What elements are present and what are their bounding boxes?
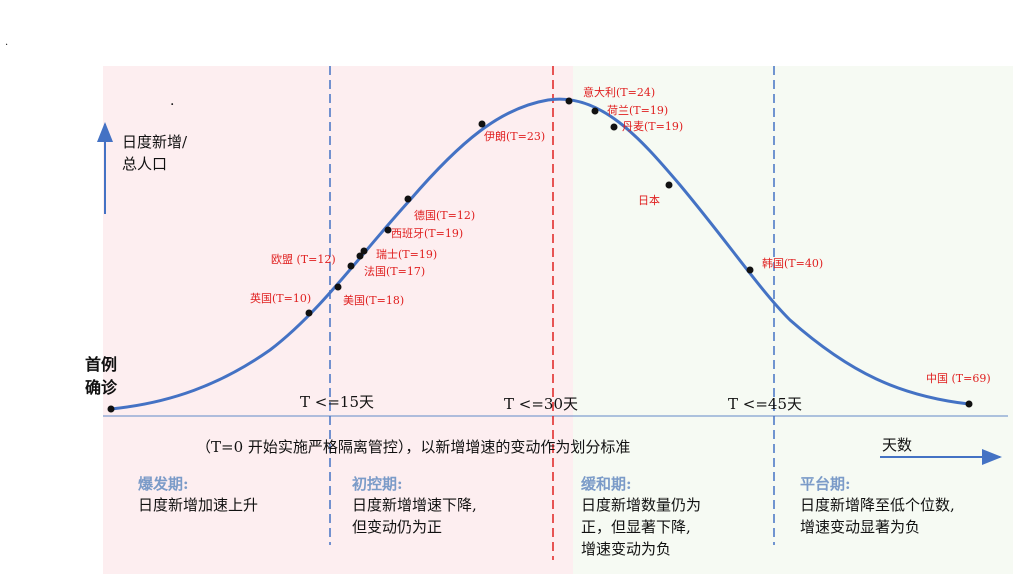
label-denmark: 丹麦(T=19) bbox=[622, 120, 684, 133]
point-iran bbox=[478, 120, 486, 128]
point-japan bbox=[665, 181, 673, 189]
phase-desc-line: 日度新增增速下降, bbox=[352, 496, 477, 514]
epidemic-curve bbox=[110, 97, 970, 411]
y-axis-label: 日度新增/ 总人口 bbox=[122, 131, 187, 175]
label-uk: 英国(T=10) bbox=[250, 292, 312, 305]
threshold-45: T <=45天 bbox=[728, 395, 802, 413]
phase-title: 初控期: bbox=[352, 475, 403, 493]
point-uk bbox=[305, 309, 313, 317]
point-switzerland bbox=[360, 247, 368, 255]
stray-dot: · bbox=[170, 97, 175, 113]
label-netherlands: 荷兰(T=19) bbox=[607, 104, 669, 117]
label-france: 法国(T=17) bbox=[364, 265, 426, 278]
label-korea: 韩国(T=40) bbox=[762, 257, 824, 270]
label-italy: 意大利(T=24) bbox=[583, 86, 656, 99]
point-eu bbox=[347, 262, 355, 270]
phase-title: 爆发期: bbox=[138, 475, 189, 493]
label-switzerland: 瑞士(T=19) bbox=[376, 248, 438, 261]
phase-desc-line: 增速变动显著为负 bbox=[800, 518, 921, 536]
label-eu: 欧盟 (T=12) bbox=[271, 253, 336, 266]
y-axis-label-line2: 总人口 bbox=[122, 155, 168, 173]
point-italy bbox=[565, 97, 573, 105]
phase-desc-line: 但变动仍为正 bbox=[352, 518, 443, 536]
label-germany: 德国(T=12) bbox=[414, 209, 476, 222]
phase-desc-line: 增速变动为负 bbox=[581, 540, 672, 558]
phase-desc-line: 日度新增加速上升 bbox=[138, 496, 259, 514]
outbreak-phase-background bbox=[103, 66, 573, 574]
point-germany bbox=[404, 195, 412, 203]
point-denmark bbox=[610, 123, 618, 131]
y-axis-label-line1: 日度新增/ bbox=[122, 133, 188, 151]
point-us bbox=[334, 283, 342, 291]
threshold-15: T <=15天 bbox=[300, 393, 374, 411]
point-korea bbox=[746, 266, 754, 274]
origin-label-line1: 首例 bbox=[85, 355, 118, 374]
phase-title: 平台期: bbox=[800, 475, 851, 493]
label-iran: 伊朗(T=23) bbox=[484, 130, 546, 143]
point-spain bbox=[384, 226, 392, 234]
phase-desc-line: 日度新增数量仍为 bbox=[581, 496, 702, 514]
point-netherlands bbox=[591, 107, 599, 115]
phase-initial-control: 初控期: 日度新增增速下降, 但变动仍为正 bbox=[352, 473, 477, 538]
x-axis-label: 天数 bbox=[882, 436, 913, 454]
point-france bbox=[356, 252, 364, 260]
phase-desc-line: 正，但显著下降, bbox=[581, 518, 691, 536]
origin-point bbox=[107, 405, 115, 413]
label-japan: 日本 bbox=[638, 194, 660, 207]
origin-label-line2: 确诊 bbox=[85, 378, 118, 397]
label-spain: 西班牙(T=19) bbox=[391, 227, 464, 240]
point-china bbox=[965, 400, 973, 408]
phase-desc-line: 日度新增降至低个位数, bbox=[800, 496, 955, 514]
classification-note: （T=0 开始实施严格隔离管控），以新增增速的变动作为划分标准 bbox=[196, 438, 631, 456]
phase-plateau: 平台期: 日度新增降至低个位数, 增速变动显著为负 bbox=[800, 473, 955, 538]
label-china: 中国 (T=69) bbox=[926, 372, 991, 385]
label-us: 美国(T=18) bbox=[343, 294, 405, 307]
easing-phase-background bbox=[573, 66, 1013, 574]
stray-dot: . bbox=[5, 37, 9, 48]
phase-outbreak: 爆发期: 日度新增加速上升 bbox=[138, 473, 258, 516]
phase-easing: 缓和期: 日度新增数量仍为 正，但显著下降, 增速变动为负 bbox=[581, 473, 701, 560]
origin-label: 首例 确诊 bbox=[85, 353, 117, 399]
phase-title: 缓和期: bbox=[581, 475, 632, 493]
threshold-30: T <=30天 bbox=[504, 395, 578, 413]
